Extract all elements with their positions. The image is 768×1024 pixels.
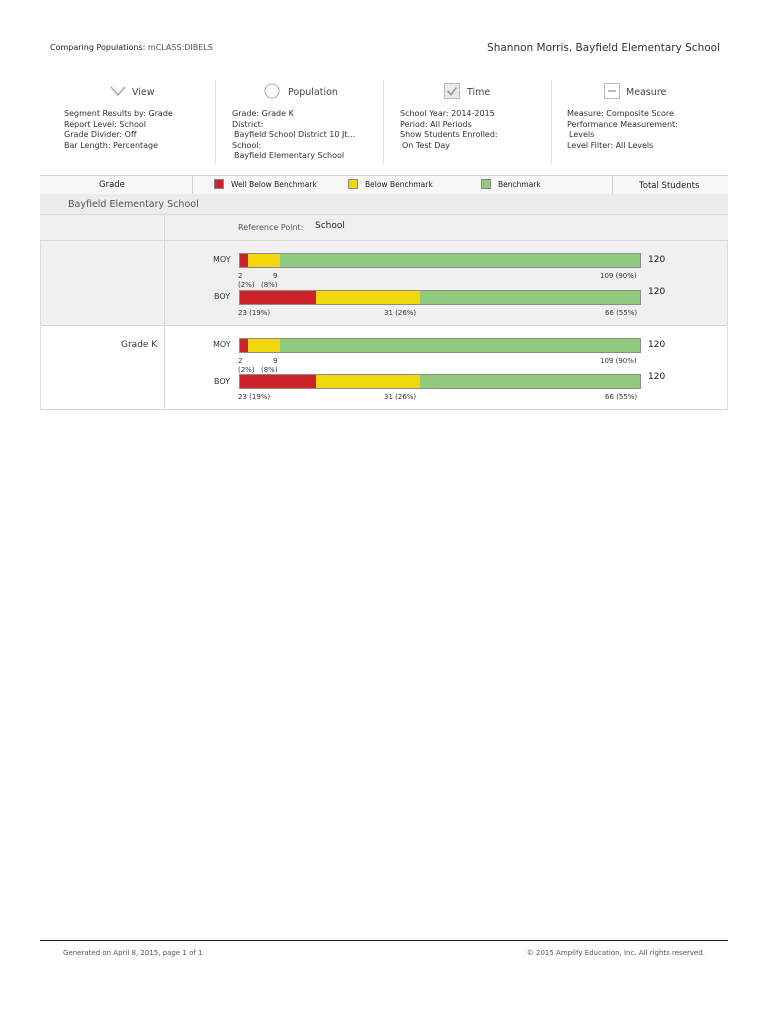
well-below-percent: (2%): [238, 366, 255, 374]
bar-segment-benchmark[interactable]: [280, 254, 640, 267]
population-setting: Grade: Grade K: [232, 109, 294, 118]
measure-setting: Level Filter: All Levels: [567, 140, 654, 150]
below-percent: (8%): [261, 366, 278, 374]
well-below-count: 2: [238, 357, 243, 365]
time-setting: Period: All Periods: [400, 119, 472, 129]
copyright: © 2015 Amplify Education, Inc. All right…: [526, 949, 705, 957]
population-panel[interactable]: Population Grade: Grade K District: Bayf…: [215, 80, 384, 164]
generated-date: Generated on April 8, 2015, page 1 of 1: [63, 949, 203, 957]
population-setting: Bayfield Elementary School: [234, 151, 345, 160]
total-students-value: 120: [648, 287, 666, 297]
time-panel[interactable]: Time School Year: 2014-2015 Period: All …: [383, 80, 552, 164]
school-name: Bayfield Elementary School: [68, 199, 199, 210]
circle-icon: [264, 83, 280, 102]
view-setting: Report Level: School: [64, 119, 146, 129]
legend-swatch-benchmark: [481, 179, 491, 189]
column-divider: [164, 215, 165, 241]
reference-point-value[interactable]: School: [315, 221, 345, 231]
benchmark-label: 66 (55%): [605, 393, 638, 401]
period-label-moy: MOY: [213, 340, 231, 349]
below-label: 31 (26%): [384, 393, 417, 401]
chevron-down-icon: [110, 84, 126, 101]
period-label-boy: BOY: [214, 377, 231, 386]
time-setting: On Test Day: [402, 140, 451, 150]
population-panel-settings: Grade: Grade K District: Bayfield School…: [232, 109, 379, 162]
legend-swatch-below: [348, 179, 358, 189]
bar-segment-below[interactable]: [316, 291, 420, 304]
measure-setting: Levels: [569, 130, 595, 139]
total-students-value: 120: [648, 340, 666, 350]
period-label-boy: BOY: [214, 292, 231, 301]
grade-column-header: Grade: [99, 180, 125, 190]
stacked-bar-boy[interactable]: [239, 374, 641, 389]
total-students-value: 120: [648, 255, 666, 265]
bar-segment-well-below[interactable]: [240, 375, 316, 388]
column-divider: [164, 327, 165, 410]
legend-label-well-below: Well Below Benchmark: [231, 180, 317, 189]
bar-segment-below[interactable]: [248, 339, 280, 352]
checkbox-check-icon: [444, 83, 460, 102]
view-setting: Bar Length: Percentage: [64, 140, 159, 150]
population-setting: School:: [232, 140, 262, 150]
bar-segment-well-below[interactable]: [240, 254, 248, 267]
time-panel-settings: School Year: 2014-2015 Period: All Perio…: [400, 109, 547, 151]
measure-panel-settings: Measure: Composite Score Performance Mea…: [567, 109, 724, 151]
reference-row: [40, 215, 728, 241]
bar-segment-well-below[interactable]: [240, 291, 316, 304]
total-students-header: Total Students: [639, 181, 700, 191]
population-setting: Bayfield School District 10 Jt...: [234, 130, 356, 139]
well-below-percent: (2%): [238, 281, 255, 289]
population-panel-title: Population: [288, 87, 338, 98]
report-title-label: Comparing Populations:: [50, 43, 146, 52]
bar-segment-benchmark[interactable]: [280, 339, 640, 352]
minus-box-icon: [604, 83, 620, 102]
view-panel[interactable]: View Segment Results by: Grade Report Le…: [40, 80, 216, 164]
school-row: [40, 194, 728, 215]
measure-panel[interactable]: Measure Measure: Composite Score Perform…: [551, 80, 728, 164]
below-count: 9: [273, 357, 278, 365]
benchmark-label: 66 (55%): [605, 309, 638, 317]
bar-segment-below[interactable]: [316, 375, 420, 388]
legend-label-below: Below Benchmark: [365, 180, 433, 189]
view-panel-settings: Segment Results by: Grade Report Level: …: [64, 109, 211, 151]
view-panel-title: View: [132, 87, 155, 98]
column-divider: [164, 241, 165, 326]
legend-label-benchmark: Benchmark: [498, 180, 541, 189]
bar-segment-well-below[interactable]: [240, 339, 248, 352]
user-school: Shannon Morris, Bayfield Elementary Scho…: [487, 42, 720, 54]
population-setting: District:: [232, 119, 264, 129]
benchmark-label: 109 (90%): [600, 357, 637, 365]
well-below-count: 2: [238, 272, 243, 280]
bar-segment-below[interactable]: [248, 254, 280, 267]
below-label: 31 (26%): [384, 309, 417, 317]
view-setting: Segment Results by: Grade: [64, 109, 173, 118]
stacked-bar-moy[interactable]: [239, 338, 641, 353]
report-product: mCLASS:DIBELS: [147, 43, 213, 52]
measure-setting: Measure: Composite Score: [567, 109, 674, 118]
below-percent: (8%): [261, 281, 278, 289]
measure-panel-title: Measure: [626, 87, 667, 98]
total-students-value: 120: [648, 372, 666, 382]
stacked-bar-moy[interactable]: [239, 253, 641, 268]
well-below-label: 23 (19%): [238, 309, 271, 317]
header-divider: [192, 175, 193, 194]
well-below-label: 23 (19%): [238, 393, 271, 401]
period-label-moy: MOY: [213, 255, 231, 264]
footer-rule: [40, 940, 728, 941]
legend-swatch-well-below: [214, 179, 224, 189]
benchmark-label: 109 (90%): [600, 272, 637, 280]
stacked-bar-boy[interactable]: [239, 290, 641, 305]
bar-segment-benchmark[interactable]: [420, 375, 640, 388]
below-count: 9: [273, 272, 278, 280]
bar-segment-benchmark[interactable]: [420, 291, 640, 304]
grade-k-label: Grade K: [121, 340, 158, 350]
time-setting: Show Students Enrolled:: [400, 130, 498, 139]
time-setting: School Year: 2014-2015: [400, 109, 495, 118]
view-setting: Grade Divider: Off: [64, 130, 137, 139]
measure-setting: Performance Measurement:: [567, 119, 678, 129]
time-panel-title: Time: [467, 87, 491, 98]
report-title: Comparing Populations: mCLASS:DIBELS: [50, 43, 213, 52]
header-divider: [612, 175, 613, 194]
reference-point-label: Reference Point:: [238, 223, 304, 232]
